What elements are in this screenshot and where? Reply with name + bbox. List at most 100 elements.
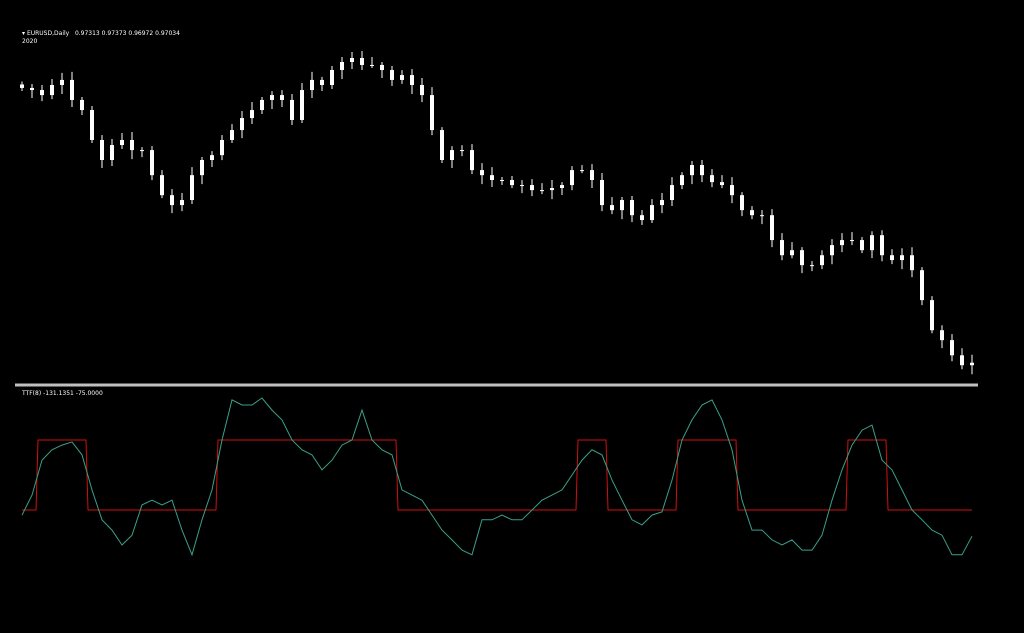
price-candles (20, 51, 974, 375)
candle-body (110, 145, 114, 161)
candle-body (450, 150, 454, 161)
candle-body (390, 70, 394, 80)
candle-body (640, 215, 644, 221)
candle-body (520, 185, 524, 187)
candle-body (710, 175, 714, 183)
signal-line (22, 439, 972, 511)
candle-body (480, 170, 484, 176)
candle-body (780, 240, 784, 256)
candle-body (740, 195, 744, 211)
candle-body (550, 188, 554, 191)
candle-body (530, 185, 534, 191)
candle-body (960, 355, 964, 366)
candle-body (760, 215, 764, 217)
candle-body (720, 182, 724, 186)
candle-body (70, 79, 74, 100)
candle-body (20, 84, 24, 88)
candle-body (50, 84, 54, 96)
candle-body (210, 155, 214, 161)
candle-body (60, 79, 64, 85)
candle-body (500, 180, 504, 182)
candle-body (810, 265, 814, 267)
candle-body (80, 99, 84, 111)
candle-body (260, 99, 264, 111)
candle-body (470, 150, 474, 171)
candle-body (590, 170, 594, 181)
candle-body (40, 90, 44, 96)
candle-body (440, 130, 444, 161)
candle-body (230, 130, 234, 140)
candle-body (340, 62, 344, 71)
symbol-label: EURUSD,Daily (26, 30, 70, 37)
candle-body (310, 79, 314, 91)
candle-body (680, 175, 684, 186)
candle-body (150, 150, 154, 176)
symbol-header: ▾ EURUSD,Daily 0.97313 0.97373 0.96972 0… (22, 30, 180, 37)
candle-body (180, 200, 184, 206)
candle-body (160, 175, 164, 196)
indicator-label: TTF(8) -131.1351 -75.0000 (22, 390, 103, 397)
candle-body (350, 58, 354, 63)
candle-body (290, 99, 294, 120)
candle-body (790, 250, 794, 256)
ttf-line (21, 397, 973, 557)
candle-body (510, 180, 514, 186)
candle-body (600, 180, 604, 206)
candle-body (430, 95, 434, 131)
candle-body (650, 205, 654, 221)
candle-body (240, 118, 244, 131)
candle-body (800, 250, 804, 266)
candle-body (120, 139, 124, 146)
candle-body (910, 255, 914, 271)
candle-body (200, 160, 204, 176)
candle-body (900, 255, 904, 261)
candle-body (370, 64, 374, 66)
candle-body (970, 362, 974, 366)
candle-body (750, 210, 754, 216)
candle-body (920, 270, 924, 301)
candle-body (380, 64, 384, 71)
candle-body (950, 340, 954, 356)
candle-body (170, 195, 174, 206)
candle-body (630, 200, 634, 216)
candle-body (320, 79, 324, 85)
candle-body (830, 245, 834, 256)
candle-body (90, 110, 94, 140)
candle-body (270, 95, 274, 100)
candle-body (410, 75, 414, 85)
candle-body (880, 235, 884, 256)
year-label: 2020 (22, 38, 38, 45)
candle-body (130, 139, 134, 151)
ohlc-values: 0.97313 0.97373 0.96972 0.97034 (74, 30, 180, 37)
candle-body (460, 150, 464, 152)
candle-body (700, 165, 704, 176)
candle-body (670, 185, 674, 201)
candle-body (30, 87, 34, 91)
candle-body (860, 240, 864, 251)
candle-body (190, 175, 194, 201)
candle-body (400, 75, 404, 80)
candle-body (940, 330, 944, 341)
candle-body (560, 185, 564, 189)
candle-body (540, 190, 544, 192)
candle-body (220, 139, 224, 156)
candle-body (330, 70, 334, 85)
candle-body (100, 139, 104, 161)
candle-body (840, 240, 844, 246)
candle-body (850, 240, 854, 242)
candle-body (140, 150, 144, 152)
candle-body (300, 90, 304, 120)
candle-body (770, 215, 774, 241)
candle-body (820, 255, 824, 266)
collapse-triangle-icon[interactable]: ▾ (22, 30, 26, 37)
candle-body (690, 165, 694, 176)
candle-body (420, 84, 424, 96)
candle-body (620, 200, 624, 211)
candle-body (610, 205, 614, 211)
candle-body (250, 110, 254, 119)
candle-body (360, 58, 364, 65)
candle-body (490, 175, 494, 181)
candle-body (660, 200, 664, 206)
candle-body (580, 170, 584, 172)
